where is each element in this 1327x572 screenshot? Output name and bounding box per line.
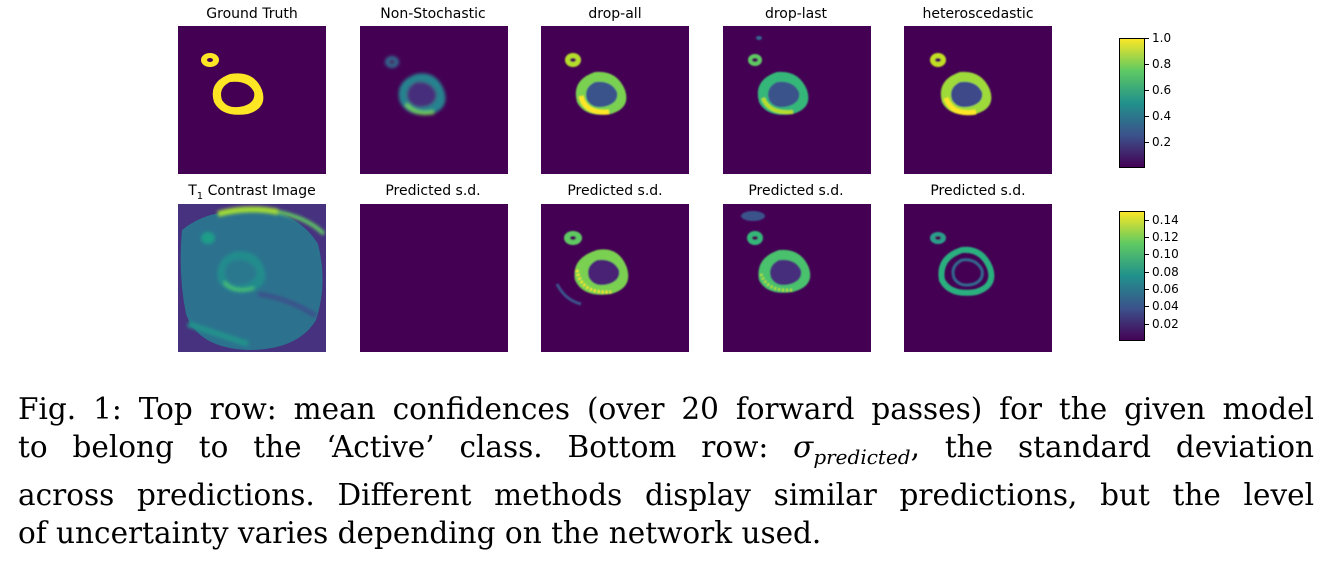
colorbar-top-tickmark: [1145, 142, 1149, 143]
panel-title-drop-all: drop-all: [588, 6, 642, 22]
colorbar-bottom-tickmark: [1145, 254, 1149, 255]
colorbar-top: [1119, 38, 1145, 168]
colorbar-top-tickmark: [1145, 90, 1149, 91]
panel-non-stochastic: [360, 26, 508, 174]
colorbar-top-tickmark: [1145, 116, 1149, 117]
panel-title-drop-last: drop-last: [764, 6, 828, 22]
colorbar-bottom-tickmark: [1145, 306, 1149, 307]
caption-line-2: to belong to the ‘Active’ class. Bottom …: [18, 430, 1314, 469]
colorbar-bottom-tick-label: 0.12: [1152, 230, 1179, 244]
colorbar-top-tick-label: 0.8: [1152, 57, 1172, 71]
colorbar-bottom: [1119, 211, 1145, 341]
panel-heteroscedastic: [904, 26, 1052, 174]
figure-caption: Fig. 1: Top row: mean confidences (over …: [18, 390, 1314, 552]
panel-ground-truth: [178, 26, 326, 174]
colorbar-bottom-tick-label: 0.02: [1152, 317, 1179, 331]
panel-sd-drop-all: [541, 204, 689, 352]
panel-title-heteroscedastic: heteroscedastic: [922, 6, 1034, 22]
colorbar-top-tickmark: [1145, 64, 1149, 65]
colorbar-bottom-tick-label: 0.08: [1152, 265, 1179, 279]
colorbar-bottom-tickmark: [1145, 237, 1149, 238]
panel-drop-last: [723, 26, 871, 174]
panel-t1-contrast-image: [178, 204, 326, 352]
panel-title-non-stochastic: Non-Stochastic: [380, 6, 486, 22]
colorbar-top-tick-label: 0.2: [1152, 135, 1172, 149]
colorbar-bottom-tick-label: 0.10: [1152, 247, 1179, 261]
caption-line-3: across predictions. Different methods di…: [18, 477, 1314, 512]
panel-title-sd-heteroscedastic: Predicted s.d.: [930, 183, 1026, 199]
panel-title-sd-drop-last: Predicted s.d.: [748, 183, 844, 199]
colorbar-bottom-tickmark: [1145, 289, 1149, 290]
panel-sd-heteroscedastic: [904, 204, 1052, 352]
colorbar-bottom-tick-label: 0.06: [1152, 282, 1179, 296]
colorbar-top-tickmark: [1145, 38, 1149, 39]
colorbar-top-tick-label: 0.4: [1152, 109, 1172, 123]
panel-title-t1-contrast: T1 Contrast Image: [188, 183, 316, 202]
colorbar-bottom-tick-label: 0.14: [1152, 213, 1179, 227]
caption-line-1: Fig. 1: Top row: mean confidences (over …: [18, 392, 1314, 426]
panel-title-sd-non-stochastic: Predicted s.d.: [385, 183, 481, 199]
panel-drop-all: [541, 26, 689, 174]
panel-title-ground-truth: Ground Truth: [206, 6, 298, 22]
caption-line-4: of uncertainty varies depending on the n…: [18, 515, 822, 550]
panel-sd-non-stochastic: [360, 204, 508, 352]
panel-sd-drop-last: [723, 204, 871, 352]
colorbar-top-tick-label: 0.6: [1152, 83, 1172, 97]
colorbar-top-tick-label: 1.0: [1152, 31, 1172, 45]
colorbar-bottom-tick-label: 0.04: [1152, 299, 1179, 313]
panel-title-sd-drop-all: Predicted s.d.: [567, 183, 663, 199]
colorbar-bottom-tickmark: [1145, 220, 1149, 221]
colorbar-bottom-tickmark: [1145, 272, 1149, 273]
colorbar-bottom-tickmark: [1145, 324, 1149, 325]
